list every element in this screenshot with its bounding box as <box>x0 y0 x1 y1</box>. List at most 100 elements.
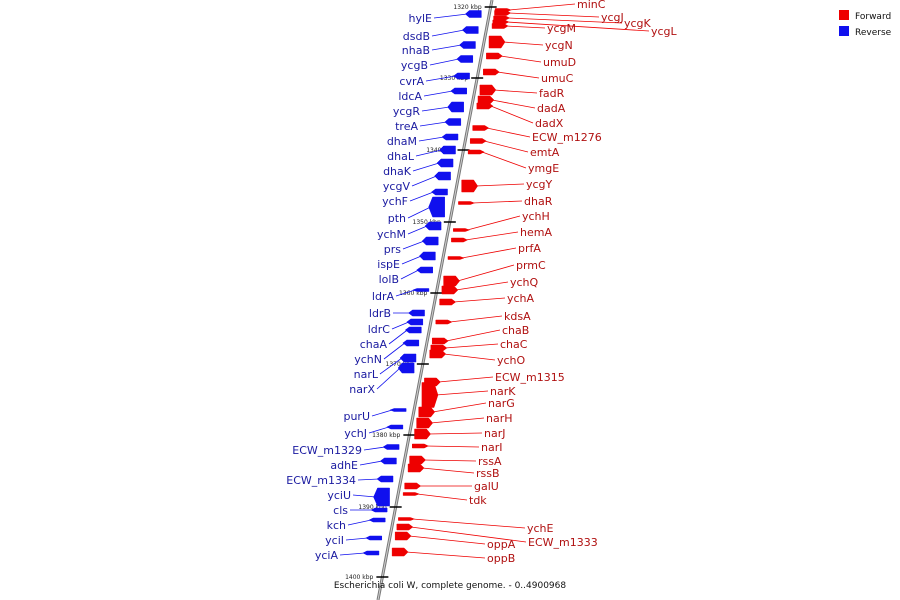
gene-feature-forward <box>486 52 503 60</box>
gene-label-forward: umuC <box>541 72 574 85</box>
gene-feature-forward <box>421 382 439 408</box>
gene-label-reverse: ychN <box>354 353 382 366</box>
leader-line-forward <box>484 140 529 153</box>
gene-feature-reverse <box>368 517 386 523</box>
gene-label-forward: ychE <box>527 522 554 535</box>
gene-label-reverse: narL <box>354 368 379 381</box>
gene-feature-reverse <box>389 408 407 412</box>
gene-feature-reverse <box>376 475 394 483</box>
leader-line-reverse <box>423 90 453 97</box>
leader-line-forward <box>491 99 536 109</box>
gene-feature-reverse <box>382 444 400 450</box>
gene-label-forward: oppA <box>487 538 516 551</box>
gene-feature-forward <box>494 10 512 16</box>
gene-label-forward: ECW_m1276 <box>532 131 602 144</box>
leader-line-forward <box>417 493 468 501</box>
gene-label-reverse: dhaM <box>387 135 417 148</box>
gene-feature-reverse <box>408 309 425 317</box>
leader-line-forward <box>412 518 526 529</box>
gene-label-reverse: yciI <box>325 534 344 547</box>
gene-label-reverse: adhE <box>330 459 358 472</box>
gene-label-reverse: cvrA <box>399 75 424 88</box>
leader-line-reverse <box>359 460 383 466</box>
tick-label: 1380 kbp <box>372 432 400 439</box>
gene-feature-forward <box>483 68 500 76</box>
gene-feature-forward <box>398 517 416 521</box>
gene-feature-reverse <box>424 221 442 231</box>
leader-line-forward <box>506 21 650 32</box>
gene-label-reverse: hylE <box>409 12 433 25</box>
leader-line-forward <box>423 459 477 462</box>
gene-label-reverse: nhaB <box>402 44 430 57</box>
gene-feature-reverse <box>419 251 436 261</box>
gene-feature-forward <box>429 349 447 359</box>
leader-line-forward <box>410 526 527 543</box>
gene-label-reverse: ispE <box>377 258 400 271</box>
leader-line-reverse <box>357 478 380 481</box>
gene-feature-reverse <box>416 266 433 274</box>
gene-label-forward: dadX <box>535 117 564 130</box>
leader-lines <box>339 3 650 559</box>
gene-label-reverse: lolB <box>379 273 399 286</box>
gene-feature-reverse <box>456 55 474 63</box>
gene-feature-forward <box>409 455 426 465</box>
gene-label-forward: tdk <box>469 494 487 507</box>
leader-line-reverse <box>412 162 440 172</box>
gene-label-reverse: purU <box>343 410 370 423</box>
gene-feature-forward <box>453 228 471 232</box>
gene-label-forward: ychA <box>507 292 535 305</box>
gene-feature-reverse <box>421 236 439 246</box>
gene-feature-reverse <box>439 145 456 155</box>
gene-label-reverse: chaA <box>360 338 388 351</box>
leader-line-reverse <box>401 255 422 265</box>
leader-line-reverse <box>371 409 393 417</box>
gene-label-reverse: kch <box>327 519 346 532</box>
gene-label-reverse: treA <box>395 120 418 133</box>
gene-label-forward: rssA <box>478 455 502 468</box>
gene-feature-reverse <box>362 550 380 556</box>
gene-feature-reverse <box>404 326 422 334</box>
gene-feature-forward <box>431 337 449 345</box>
leader-line-reverse <box>407 225 428 235</box>
leader-line-forward <box>435 390 489 396</box>
gene-feature-reverse <box>431 188 448 196</box>
gene-feature-forward <box>407 463 425 473</box>
gene-label-reverse: ldrA <box>372 290 395 303</box>
gene-label-forward: narI <box>481 441 502 454</box>
tick-label: 1390 kbp <box>358 504 386 511</box>
legend-label-reverse: Reverse <box>855 28 892 38</box>
tick-label: 1320 kbp <box>453 4 481 11</box>
legend-label-forward: Forward <box>855 12 891 22</box>
gene-label-reverse: ECW_m1329 <box>292 444 362 457</box>
leader-line-reverse <box>409 191 434 202</box>
gene-feature-forward <box>443 275 460 287</box>
gene-feature-forward <box>458 201 476 205</box>
gene-feature-reverse <box>365 535 383 541</box>
gene-feature-forward <box>451 237 468 243</box>
gene-label-forward: ycgK <box>624 17 652 30</box>
gene-label-forward: chaC <box>500 338 528 351</box>
gene-label-reverse: ychF <box>382 195 408 208</box>
gene-label-forward: galU <box>474 480 499 493</box>
gene-feature-forward <box>469 138 487 144</box>
tick-label: 1360 kbp <box>399 290 427 297</box>
gene-feature-forward <box>493 15 511 21</box>
gene-feature-forward <box>461 179 478 193</box>
leader-line-reverse <box>400 269 419 280</box>
leader-line-reverse <box>383 342 406 360</box>
gene-label-forward: umuD <box>543 56 576 69</box>
leader-line-reverse <box>429 58 459 66</box>
gene-feature-reverse <box>402 339 420 347</box>
gene-feature-forward <box>396 523 414 531</box>
gene-feature-forward <box>447 256 465 260</box>
gene-feature-reverse <box>461 26 479 34</box>
leader-line-forward <box>465 231 519 241</box>
gene-label-reverse: ldrB <box>369 307 391 320</box>
gene-feature-reverse <box>447 101 464 113</box>
gene-label-reverse: narX <box>349 383 375 396</box>
leader-line-forward <box>508 12 600 18</box>
gene-label-reverse: ycgV <box>383 180 411 193</box>
leader-line-reverse <box>363 446 386 451</box>
leader-line-forward <box>406 551 486 559</box>
leader-line-reverse <box>415 149 442 157</box>
